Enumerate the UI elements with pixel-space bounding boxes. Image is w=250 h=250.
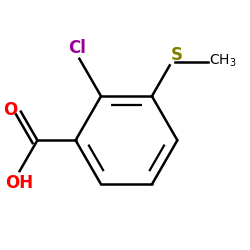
Text: CH$_3$: CH$_3$ (209, 53, 237, 69)
Text: O: O (4, 101, 18, 119)
Text: S: S (171, 46, 183, 64)
Text: Cl: Cl (68, 40, 86, 58)
Text: OH: OH (6, 174, 34, 192)
